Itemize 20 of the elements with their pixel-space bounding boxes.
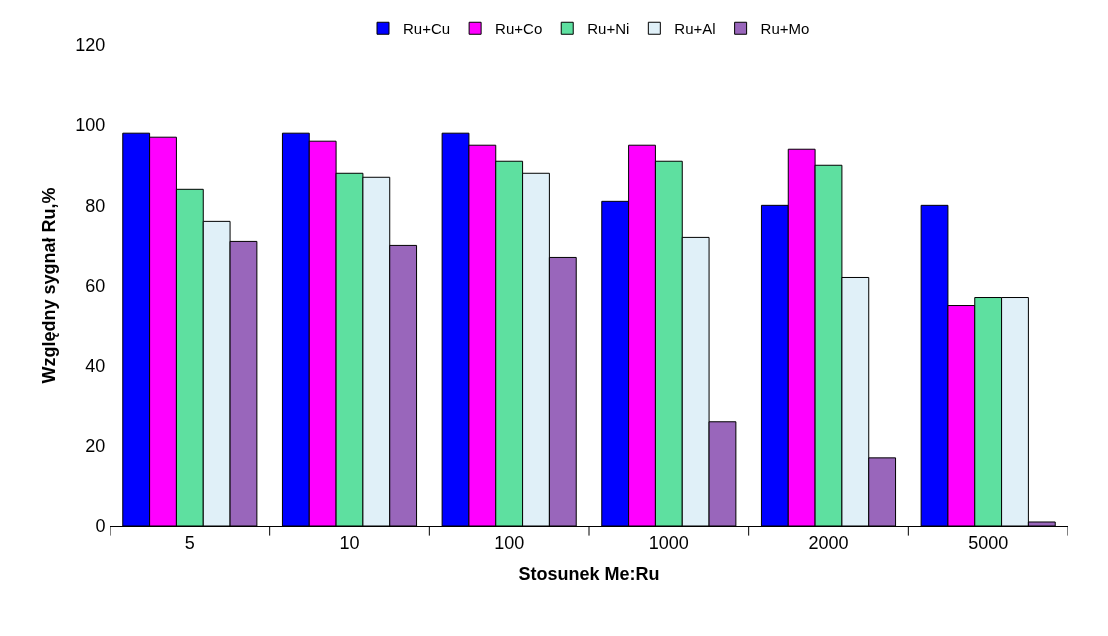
x-tick-label: 100 xyxy=(494,532,525,553)
x-tick-label: 1000 xyxy=(648,532,689,553)
legend-label: Ru+Ni xyxy=(587,20,630,38)
legend-label: Ru+Cu xyxy=(403,20,451,38)
y-tick-label: 120 xyxy=(75,35,106,56)
x-tick-label: 5000 xyxy=(968,532,1009,553)
x-tick-label: 5 xyxy=(184,532,195,553)
legend-label: Ru+Co xyxy=(495,20,543,38)
y-axis-title: Względny sygnał Ru,% xyxy=(38,187,59,384)
legend-label: Ru+Al xyxy=(674,20,716,38)
x-tick-label: 10 xyxy=(339,532,360,553)
y-tick-label: 100 xyxy=(75,115,106,136)
y-tick-label: 60 xyxy=(85,275,106,296)
y-tick-label: 0 xyxy=(95,516,106,537)
y-tick-label: 20 xyxy=(85,436,106,457)
y-tick-label: 40 xyxy=(85,355,106,376)
legend-label: Ru+Mo xyxy=(760,20,810,38)
x-tick-label: 2000 xyxy=(808,532,849,553)
y-tick-label: 80 xyxy=(85,195,106,216)
x-axis-title: Stosunek Me:Ru xyxy=(518,563,660,584)
